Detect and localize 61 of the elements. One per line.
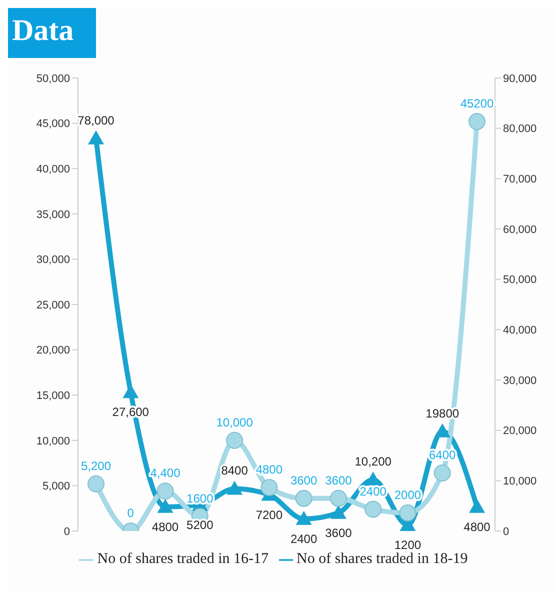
point	[88, 475, 104, 492]
data-label: 5200	[186, 518, 214, 532]
point	[330, 490, 347, 507]
point	[226, 480, 243, 495]
legend-label: No of shares traded in 18-19	[296, 551, 468, 567]
y-tick-label: 20,000	[36, 344, 70, 357]
y-tick-label: 40,000	[36, 164, 70, 176]
data-label: 45200	[460, 96, 494, 110]
data-label: 0	[127, 506, 134, 520]
data-label: 4,400	[150, 466, 181, 480]
y2-tick-label: 40,000	[503, 324, 537, 337]
point	[468, 112, 486, 130]
y-tick-label: 50,000	[36, 72, 70, 85]
y-tick-label: 45,000	[36, 118, 70, 130]
data-label: 4800	[464, 520, 491, 534]
point	[260, 479, 278, 496]
data-label: 10,200	[354, 454, 392, 469]
point	[88, 130, 104, 144]
y-tick-label: 0	[64, 526, 70, 538]
data-label: 2400	[290, 532, 318, 546]
y2-tick-label: 0	[503, 526, 510, 538]
point	[399, 504, 416, 522]
y2-tick-label: 20,000	[503, 425, 537, 438]
y-tick-label: 30,000	[36, 254, 70, 266]
data-label: 4800	[256, 462, 283, 477]
point	[434, 464, 451, 482]
data-label: 78,000	[78, 113, 115, 128]
data-label: 7200	[256, 508, 283, 522]
y2-tick-label: 90,000	[503, 72, 537, 85]
y-tick-label: 35,000	[36, 208, 70, 221]
data-label: 1600	[186, 492, 214, 506]
point	[469, 498, 485, 513]
point	[226, 432, 244, 449]
data-label: 3600	[290, 473, 318, 488]
y-tick-label: 10,000	[36, 435, 70, 448]
y-tick-label: 15,000	[36, 390, 70, 402]
data-label: 10,000	[216, 415, 254, 430]
y2-tick-label: 80,000	[503, 123, 537, 136]
data-label: 8400	[221, 464, 248, 478]
y2-tick-label: 50,000	[503, 274, 537, 286]
data-label: 3600	[325, 526, 352, 540]
point	[157, 498, 174, 513]
point	[295, 490, 312, 507]
data-label: 4800	[152, 520, 179, 534]
point	[296, 510, 312, 525]
data-label: 5,200	[80, 458, 112, 473]
y-tick-label: 5,000	[42, 480, 70, 493]
y2-tick-label: 10,000	[503, 476, 537, 488]
y2-tick-label: 70,000	[503, 174, 537, 186]
y2-tick-label: 60,000	[503, 224, 537, 236]
point	[434, 423, 450, 438]
point	[364, 500, 382, 518]
point	[330, 504, 346, 519]
data-label: 19800	[426, 406, 460, 420]
point	[156, 482, 174, 500]
y-tick-label: 25,000	[36, 299, 70, 312]
data-label: 3600	[325, 473, 352, 488]
data-label: 1200	[394, 538, 422, 552]
legend-label: No of shares traded in 16-17	[97, 551, 268, 567]
chart-title: Data	[8, 8, 96, 58]
y2-tick-label: 30,000	[503, 374, 537, 387]
